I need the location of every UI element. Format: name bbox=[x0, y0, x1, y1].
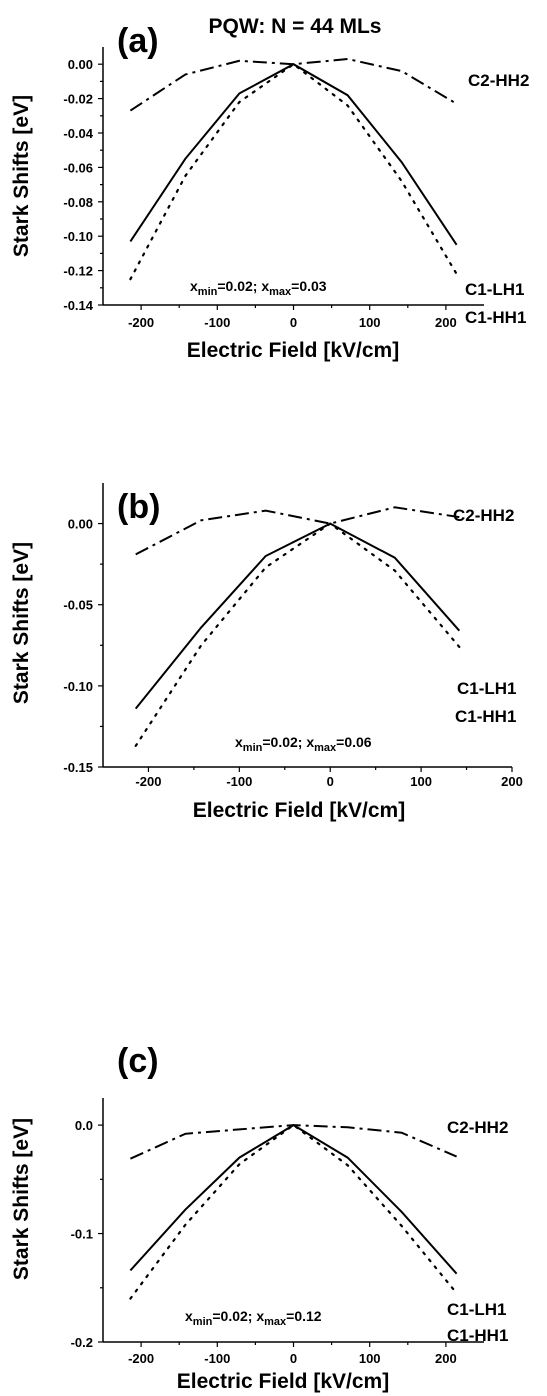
series-line-c1-hh1 bbox=[129, 1123, 458, 1300]
chart-panel-2: 0.00 -0.05 -0.10 -0.15 -200 -100 0 100 200 C2-HH2… bbox=[10, 483, 523, 822]
x-tick-label: 200 bbox=[501, 774, 523, 789]
y-tick-label: -0.04 bbox=[63, 126, 93, 141]
series-label-c1-lh1: C1-LH1 bbox=[465, 280, 525, 299]
x-tick-label: -100 bbox=[204, 1351, 230, 1366]
series-label-c2-hh2: C2-HH2 bbox=[468, 71, 529, 90]
panel-label: (b) bbox=[117, 488, 160, 526]
series-label-c1-hh1: C1-HH1 bbox=[465, 308, 526, 327]
y-tick-label: -0.05 bbox=[63, 598, 93, 613]
series-line-c1-lh1 bbox=[134, 522, 461, 710]
x-tick-label: 0 bbox=[290, 315, 297, 330]
panel-label: (c) bbox=[117, 1042, 159, 1080]
x-tick-label: -200 bbox=[128, 1351, 154, 1366]
y-tick-label: -0.10 bbox=[63, 679, 93, 694]
composition-annotation: xmin=0.02; xmax=0.12 bbox=[185, 1308, 322, 1328]
x-tick-label: 200 bbox=[435, 1351, 457, 1366]
figure-title: PQW: N = 44 MLs bbox=[209, 15, 382, 38]
series-line-c1-lh1 bbox=[129, 1123, 458, 1275]
series-label-c1-hh1: C1-HH1 bbox=[447, 1326, 508, 1345]
x-tick-label: -100 bbox=[226, 774, 252, 789]
series-line-c2-hh2 bbox=[135, 506, 460, 556]
y-tick-label: 0.00 bbox=[68, 517, 93, 532]
series-line-c2-hh2 bbox=[129, 57, 458, 112]
y-tick-label: -0.12 bbox=[63, 264, 93, 279]
x-tick-label: 100 bbox=[359, 315, 381, 330]
x-tick-label: 100 bbox=[359, 1351, 381, 1366]
panel-label: (a) bbox=[117, 22, 159, 60]
x-tick-label: -100 bbox=[204, 315, 230, 330]
chart-panel-1: 0.00 -0.02 -0.04 -0.06 -0.08 -0.10 -0.12 -0.14 -… bbox=[10, 15, 529, 362]
y-tick-label: -0.1 bbox=[71, 1227, 93, 1242]
x-axis-title: Electric Field [kV/cm] bbox=[177, 1370, 389, 1393]
y-axis-title: Stark Shifts [eV] bbox=[10, 542, 33, 704]
y-tick-label: 0.00 bbox=[68, 57, 93, 72]
chart-panel-3: 0.0 -0.1 -0.2 -200 -100 0 100 200 C2-HH2 C1-LH1 C1… bbox=[10, 1042, 508, 1393]
series-line-c1-lh1 bbox=[129, 63, 458, 246]
y-tick-label: -0.14 bbox=[63, 298, 93, 313]
x-tick-label: -200 bbox=[128, 315, 154, 330]
series-label-c1-hh1: C1-HH1 bbox=[455, 707, 516, 726]
y-tick-label: -0.02 bbox=[63, 92, 93, 107]
y-tick-label: -0.15 bbox=[63, 760, 93, 775]
series-label-c2-hh2: C2-HH2 bbox=[447, 1118, 508, 1137]
x-tick-label: 0 bbox=[290, 1351, 297, 1366]
y-tick-label: -0.2 bbox=[71, 1335, 93, 1350]
y-axis-title: Stark Shifts [eV] bbox=[10, 1118, 33, 1280]
x-tick-label: 0 bbox=[327, 774, 334, 789]
composition-annotation: xmin=0.02; xmax=0.06 bbox=[235, 734, 372, 754]
composition-annotation: xmin=0.02; xmax=0.03 bbox=[190, 278, 327, 298]
x-tick-label: 200 bbox=[435, 315, 457, 330]
series-label-c2-hh2: C2-HH2 bbox=[453, 506, 514, 525]
y-tick-label: -0.08 bbox=[63, 195, 93, 210]
series-line-c1-hh1 bbox=[129, 62, 458, 281]
x-axis-title: Electric Field [kV/cm] bbox=[187, 339, 399, 362]
series-label-c1-lh1: C1-LH1 bbox=[457, 679, 517, 698]
y-axis-title: Stark Shifts [eV] bbox=[10, 95, 33, 257]
y-tick-label: -0.06 bbox=[63, 160, 93, 175]
x-tick-label: 100 bbox=[410, 774, 432, 789]
series-label-c1-lh1: C1-LH1 bbox=[447, 1300, 507, 1319]
x-tick-label: -200 bbox=[135, 774, 161, 789]
y-tick-label: -0.10 bbox=[63, 229, 93, 244]
y-tick-label: 0.0 bbox=[75, 1118, 93, 1133]
series-line-c2-hh2 bbox=[129, 1124, 457, 1160]
series-line-c1-hh1 bbox=[134, 522, 461, 748]
x-axis-title: Electric Field [kV/cm] bbox=[193, 799, 405, 822]
